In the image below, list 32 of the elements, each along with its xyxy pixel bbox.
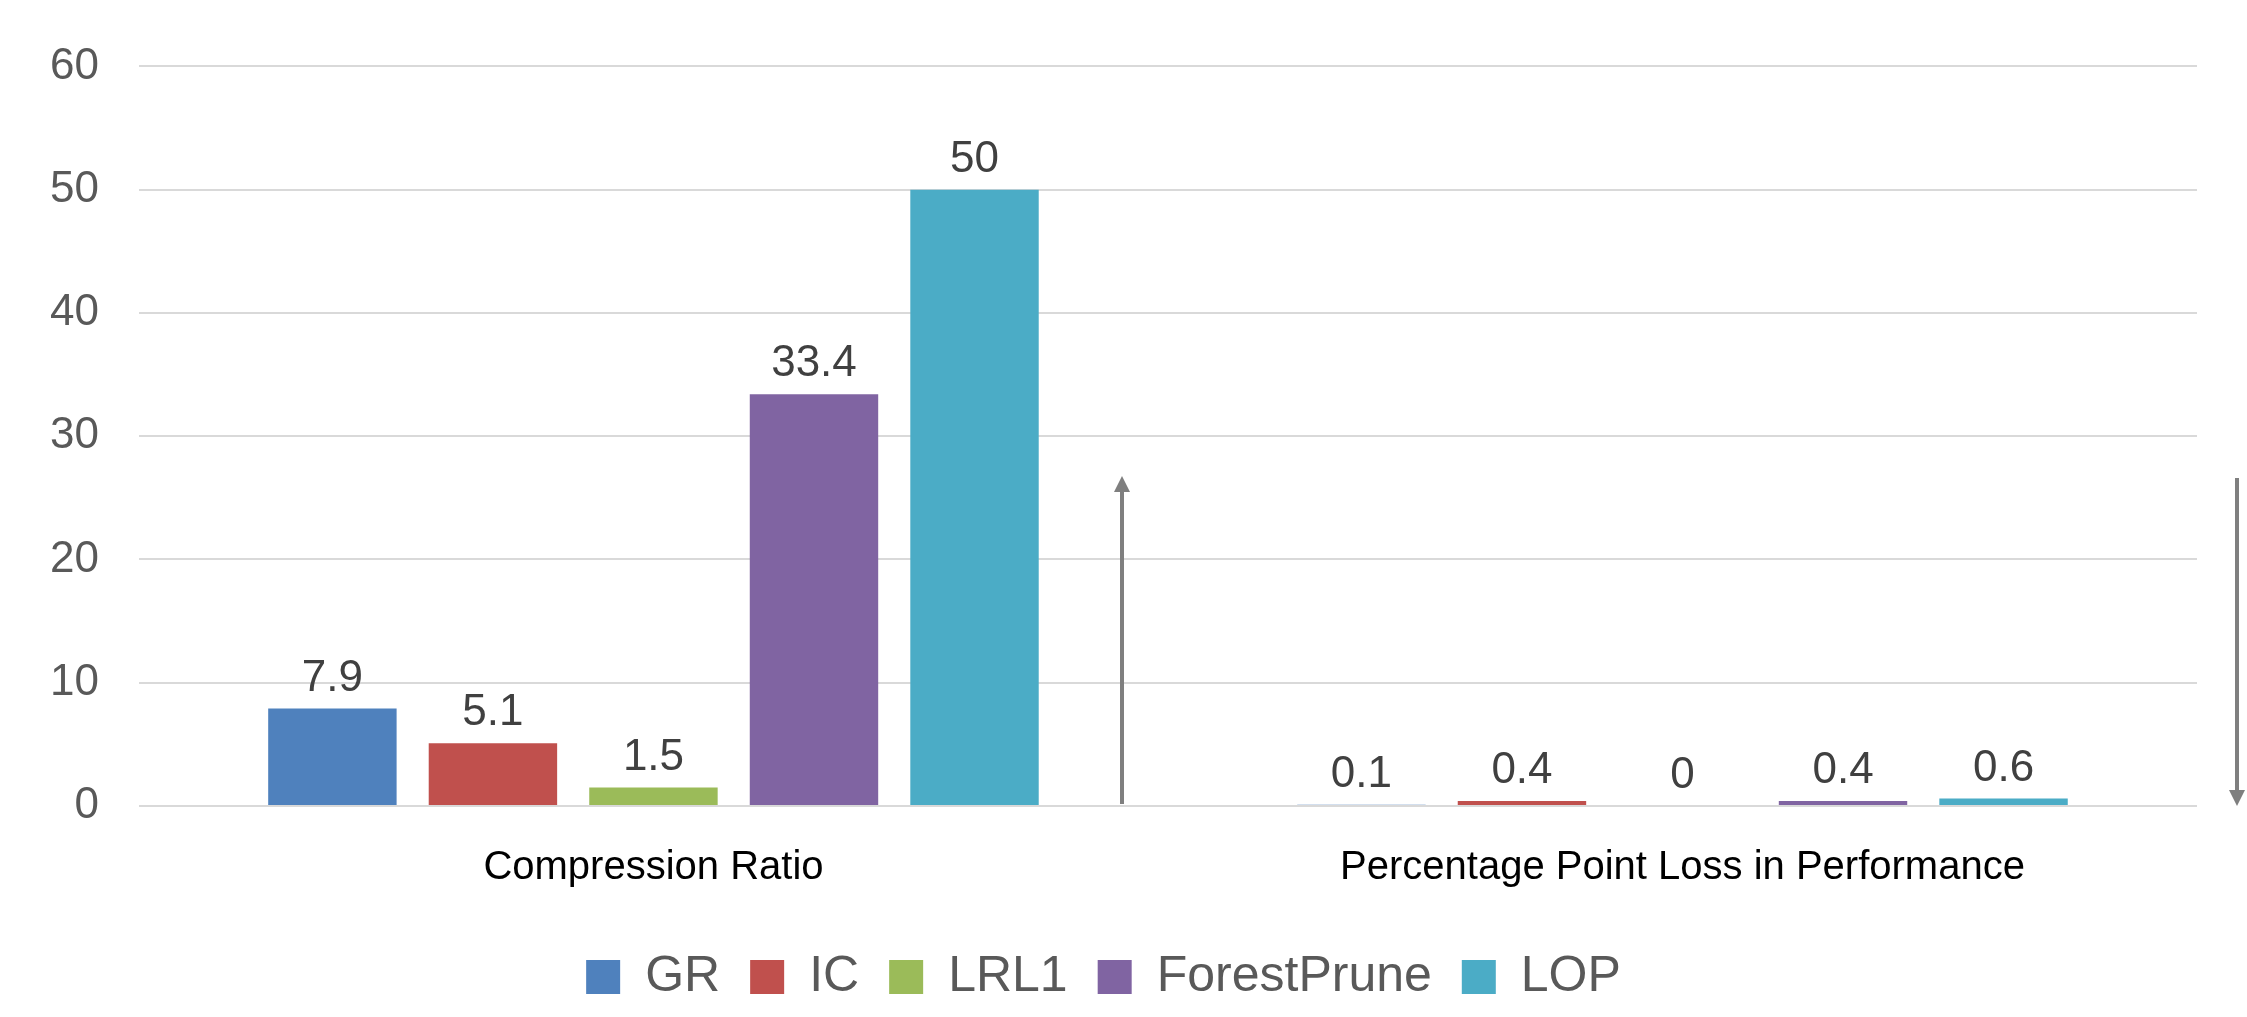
legend-label: LOP — [1520, 945, 1621, 1002]
data-label: 0 — [1670, 748, 1695, 798]
data-label: 0.6 — [1972, 740, 2035, 790]
bar — [1778, 801, 1908, 805]
y-tick-label: 30 — [49, 408, 99, 458]
data-label: 0.4 — [1812, 743, 1874, 793]
data-label: 0.4 — [1491, 743, 1553, 793]
x-tick-label: Percentage Point Loss in Performance — [1340, 843, 2025, 888]
legend-label: LRL1 — [948, 945, 1068, 1002]
y-tick-label: 50 — [49, 161, 99, 211]
bar — [1457, 801, 1587, 805]
y-tick-label: 0 — [74, 778, 99, 828]
bar — [749, 394, 879, 805]
bar — [1939, 798, 2068, 805]
data-label: 33.4 — [771, 336, 857, 386]
bar — [428, 743, 558, 805]
legend-label: IC — [809, 945, 860, 1002]
legend-label: GR — [645, 945, 721, 1002]
data-label: 7.9 — [301, 650, 363, 700]
bar — [589, 787, 718, 805]
data-label: 50 — [950, 131, 999, 181]
y-tick-label: 40 — [49, 285, 99, 335]
bar — [910, 189, 1039, 805]
data-label: 0.1 — [1330, 746, 1393, 796]
y-tick-label: 20 — [49, 531, 99, 581]
data-label: 1.5 — [622, 729, 685, 779]
y-tick-label: 10 — [49, 654, 99, 704]
legend-label: ForestPrune — [1156, 945, 1432, 1002]
x-tick-label: Compression Ratio — [483, 843, 824, 888]
bar — [268, 708, 397, 805]
data-label: 5.1 — [462, 685, 524, 735]
y-tick-label: 60 — [49, 38, 99, 88]
